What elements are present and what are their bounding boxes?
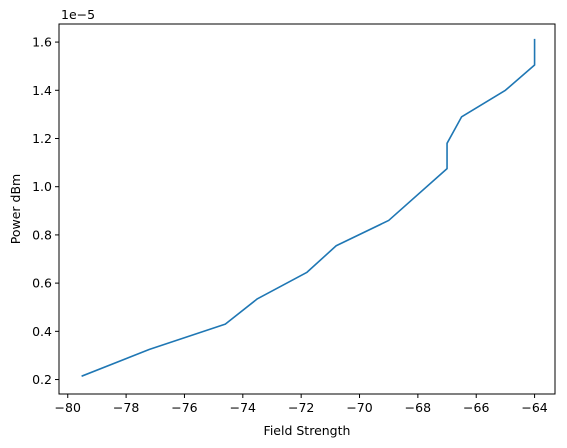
series-layer	[81, 38, 536, 377]
x-tick-label: −68	[405, 400, 431, 415]
x-tick-label: −76	[171, 400, 197, 415]
x-tick-label: −72	[288, 400, 314, 415]
y-tick-label: 1.2	[32, 131, 52, 146]
x-tick-label: −80	[55, 400, 81, 415]
y-tick-label: 0.2	[32, 372, 52, 387]
x-axis-label: Field Strength	[264, 423, 351, 438]
y-axis-label: Power dBm	[8, 174, 23, 244]
y-tick-label: 1.0	[32, 179, 52, 194]
y-axis-ticks: 0.2 0.4 0.6 0.8 1.0 1.2 1.4 1.6	[32, 35, 59, 387]
plot-background	[59, 24, 555, 394]
y-tick-label: 0.6	[32, 276, 52, 291]
x-tick-label: −74	[230, 400, 256, 415]
y-offset-label: 1e−5	[61, 7, 95, 22]
y-tick-label: 1.6	[32, 35, 52, 50]
x-tick-label: −78	[113, 400, 139, 415]
series-line	[81, 38, 536, 377]
x-axis-ticks: −80 −78 −76 −74 −72 −70 −68 −66 −64	[55, 394, 548, 415]
x-tick-label: −64	[521, 400, 547, 415]
x-tick-label: −66	[463, 400, 489, 415]
y-tick-label: 0.8	[32, 227, 52, 242]
y-tick-label: 0.4	[32, 324, 52, 339]
y-tick-label: 1.4	[32, 83, 52, 98]
x-tick-label: −70	[346, 400, 372, 415]
plot-frame	[58, 23, 556, 395]
